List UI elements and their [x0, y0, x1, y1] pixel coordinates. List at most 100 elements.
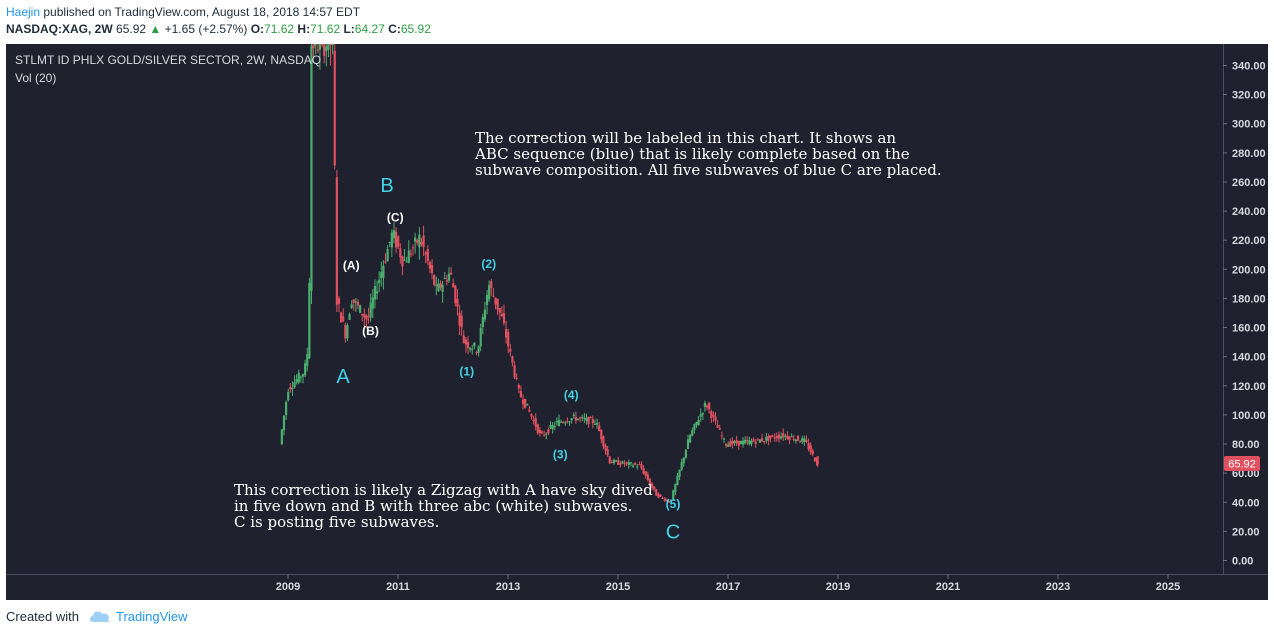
- price-tick-label: 0.00: [1232, 556, 1253, 568]
- candle-body: [397, 236, 400, 247]
- price-tick-label: 280.00: [1232, 148, 1266, 160]
- candle-body: [697, 419, 700, 426]
- candle-body: [718, 428, 721, 430]
- candle-body: [720, 435, 723, 437]
- candle-body: [401, 256, 404, 267]
- candle-body: [291, 387, 294, 390]
- candle-body: [714, 416, 717, 421]
- candle-body: [437, 283, 440, 292]
- wave-label: (A): [343, 258, 360, 272]
- chart-area[interactable]: 0.00 20.00 40.00 60.00 80.00 100.00 120.00 140.…: [0, 44, 1274, 600]
- candle-body: [672, 490, 675, 501]
- candle-body: [574, 416, 578, 421]
- candle-body: [589, 417, 592, 419]
- candle-body: [496, 298, 499, 310]
- price-axis: 0.00 20.00 40.00 60.00 80.00 100.00 120.00 140.…: [1223, 60, 1266, 568]
- time-tick-label: 2009: [276, 581, 300, 593]
- price-tick-label: 220.00: [1232, 235, 1266, 247]
- bottom-annotation: This correction is likely a Zigzag with …: [234, 481, 653, 531]
- candle-body: [469, 348, 472, 350]
- candle-body: [333, 50, 336, 166]
- candle-body: [568, 421, 571, 423]
- candle-body: [551, 425, 554, 430]
- candle-body: [521, 399, 525, 405]
- price-tick-label: 200.00: [1232, 264, 1266, 276]
- wave-label: (4): [564, 388, 579, 402]
- change-value: +1.65 (+2.57%): [164, 22, 248, 36]
- candle-body: [354, 301, 358, 303]
- candle-body: [794, 439, 798, 442]
- candle-body: [640, 464, 643, 469]
- candle-body: [492, 295, 495, 297]
- candle-body: [631, 465, 635, 467]
- candle-body: [299, 376, 303, 378]
- candle-body: [682, 457, 685, 464]
- candle-body: [564, 422, 567, 424]
- candle-body: [809, 445, 812, 453]
- candle-body: [306, 354, 309, 366]
- candle-body: [557, 419, 561, 426]
- wave-label: (5): [666, 497, 681, 511]
- candle-body: [619, 463, 622, 465]
- volume-label: Vol (20): [15, 71, 56, 85]
- candle-body: [803, 438, 806, 443]
- close-value: 65.92: [400, 22, 431, 36]
- candle-body: [547, 429, 550, 434]
- wave-label: B: [380, 175, 393, 197]
- candle-body: [754, 441, 757, 444]
- price-tick-label: 320.00: [1232, 90, 1266, 102]
- candle-body: [756, 438, 759, 440]
- candle-body: [375, 291, 379, 294]
- candle-body: [380, 271, 383, 279]
- candle-body: [659, 494, 662, 497]
- candle-body: [388, 242, 391, 244]
- time-tick-label: 2021: [936, 581, 960, 593]
- wave-labels: A B C (A) (B) (C) (1) (2) (3) (4) (5): [336, 175, 680, 544]
- candle-body: [543, 434, 546, 436]
- candle-body: [595, 422, 599, 425]
- footer: Created with TradingView: [0, 600, 1274, 634]
- up-arrow-icon: ▲: [149, 22, 162, 36]
- candle-body: [665, 500, 668, 502]
- candle-body: [559, 421, 563, 423]
- author-link[interactable]: Haejin: [6, 5, 41, 19]
- candle-body: [530, 413, 533, 417]
- candle-body: [371, 297, 374, 309]
- candle-body: [308, 282, 311, 359]
- wave-label: C: [666, 522, 680, 544]
- candle-body: [454, 285, 457, 304]
- candle-body: [323, 44, 326, 56]
- candle-body: [604, 445, 607, 451]
- candle-body: [600, 429, 603, 440]
- candle-body: [462, 335, 465, 344]
- candle-body: [587, 416, 590, 425]
- candle-body: [346, 325, 349, 339]
- candle-body: [481, 317, 484, 328]
- candle-body: [352, 299, 355, 303]
- candle-body: [490, 281, 493, 288]
- price-tick-label: 120.00: [1232, 381, 1266, 393]
- candle-body: [312, 44, 315, 49]
- price-tick-label: 180.00: [1232, 293, 1266, 305]
- candle-body: [695, 421, 698, 425]
- candle-body: [576, 418, 580, 420]
- candle-body: [811, 450, 814, 455]
- candle-body: [528, 409, 531, 412]
- open-value: 71.62: [264, 22, 295, 36]
- tradingview-link[interactable]: TradingView: [116, 609, 188, 624]
- candle-body: [655, 489, 658, 496]
- candle-body: [796, 435, 800, 441]
- candle-body: [777, 435, 781, 439]
- candle-body: [314, 44, 317, 46]
- candle-body: [519, 391, 523, 398]
- candle-body: [511, 356, 514, 363]
- candle-body: [477, 346, 480, 353]
- low-label: L:: [343, 22, 355, 36]
- price-tick-label: 60.00: [1232, 468, 1260, 480]
- candle-body: [513, 365, 516, 378]
- time-tick-label: 2015: [606, 581, 630, 593]
- candle-body: [485, 294, 489, 306]
- candle-body: [447, 273, 451, 281]
- candle-body: [435, 284, 438, 286]
- candle-body: [318, 44, 322, 50]
